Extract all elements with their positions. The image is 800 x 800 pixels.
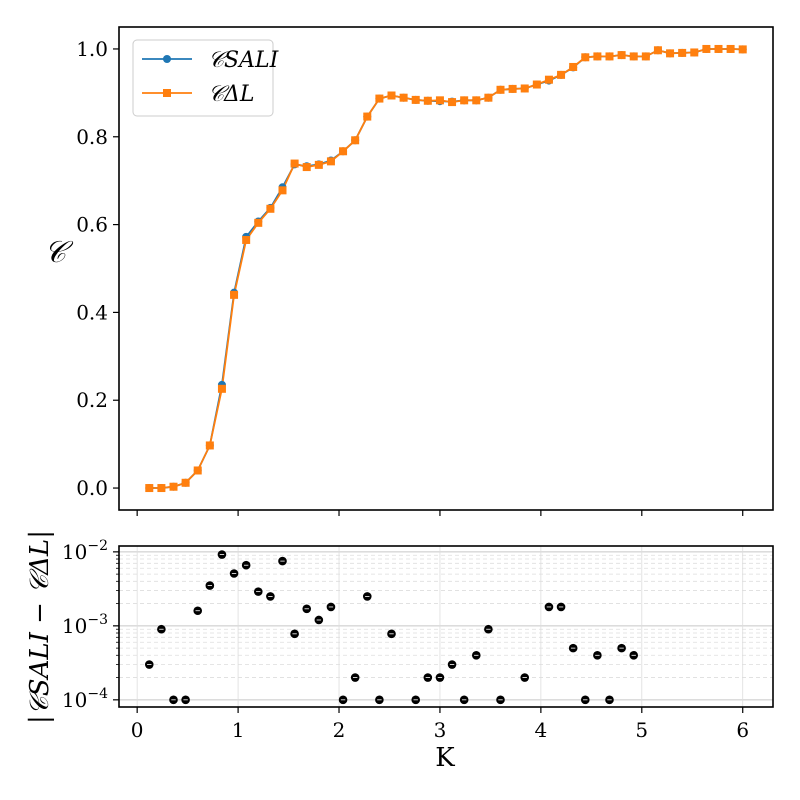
top-y-tick-label: 0.4 (76, 300, 108, 324)
bottom-panel: 10−4 10−3 10−2 0 1 2 3 4 5 6 K |𝒞SALI − 𝒞ΔL| (25, 530, 774, 773)
point-dl (193, 466, 202, 475)
bottom-y-tick-label: 10−3 (62, 612, 108, 638)
point-dl (544, 75, 553, 84)
point-dl (339, 147, 348, 156)
legend: 𝒞SALI 𝒞ΔL (132, 39, 280, 117)
point-dl (557, 70, 566, 79)
point-dl (181, 478, 190, 487)
point-dl (653, 46, 662, 55)
bottom-y-tick-label: 10−2 (62, 538, 108, 564)
point-dl (242, 235, 251, 244)
point-dl (169, 482, 178, 491)
top-y-tick-label: 0.0 (76, 476, 108, 500)
top-y-tick-label: 0.6 (76, 213, 108, 237)
point-dl (217, 384, 226, 393)
top-y-tick-label: 1.0 (76, 37, 108, 61)
bottom-x-tick-label: 1 (232, 718, 245, 742)
top-y-ticks: 0.0 0.2 0.4 0.6 0.8 1.0 (76, 37, 119, 500)
bottom-x-tick-label: 3 (434, 718, 447, 742)
point-dl (678, 48, 687, 57)
top-panel: 0.00.20.40.60.81.0 𝒞 𝒞SALI 𝒞ΔL (44, 26, 774, 516)
bottom-y-tick-label: 10−4 (62, 686, 108, 712)
point-dl (666, 49, 675, 58)
top-x-ticks (136, 510, 744, 516)
point-dl (448, 98, 457, 107)
bottom-grid (119, 546, 773, 707)
bottom-x-axis-label: K (435, 743, 455, 773)
point-dl (230, 290, 239, 299)
point-dl (278, 186, 287, 195)
bottom-x-tick-label: 2 (333, 718, 346, 742)
top-markers-layer (145, 44, 747, 493)
point-dl (205, 441, 214, 450)
point-dl (726, 44, 735, 53)
point-dl (423, 96, 432, 105)
bottom-x-tick-label: 5 (635, 718, 648, 742)
point-dl (641, 52, 650, 61)
point-dl (290, 159, 299, 168)
point-dl (460, 96, 469, 105)
top-y-tick-label: 0.2 (76, 388, 108, 412)
point-dl (496, 85, 505, 94)
point-dl (714, 44, 723, 53)
point-dl (593, 52, 602, 61)
point-dl (157, 484, 166, 493)
bottom-x-tick-label: 6 (736, 718, 749, 742)
point-dl (399, 93, 408, 102)
point-dl (351, 136, 360, 145)
point-dl (363, 112, 372, 121)
bottom-y-ticks: 10−4 10−3 10−2 (62, 538, 119, 712)
bottom-x-tick-label: 0 (131, 718, 144, 742)
point-dl (375, 94, 384, 103)
legend-label-sali: 𝒞SALI (208, 48, 280, 73)
bottom-x-tick-label: 4 (535, 718, 548, 742)
point-dl (738, 45, 747, 54)
point-dl (617, 51, 626, 60)
bottom-axes-frame (118, 545, 774, 708)
point-dl (326, 157, 335, 166)
point-dl (266, 204, 275, 213)
point-dl (411, 95, 420, 104)
point-dl (435, 96, 444, 105)
point-dl (569, 62, 578, 71)
top-axes-frame (118, 26, 774, 511)
point-dl (605, 52, 614, 61)
point-dl (581, 53, 590, 62)
legend-label-dl: 𝒞ΔL (208, 82, 255, 107)
point-dl (702, 44, 711, 53)
legend-marker-sali (163, 55, 171, 63)
point-dl (484, 93, 493, 102)
legend-marker-dl (163, 89, 171, 97)
bottom-points-layer (144, 550, 639, 705)
point-dl (472, 96, 481, 105)
point-dl (387, 91, 396, 100)
point-dl (629, 52, 638, 61)
point-dl (508, 84, 517, 93)
point-dl (690, 48, 699, 57)
point-dl (314, 160, 323, 169)
top-y-tick-label: 0.8 (76, 125, 108, 149)
point-dl (145, 484, 154, 493)
point-dl (532, 80, 541, 89)
point-dl (520, 84, 529, 93)
bottom-y-axis-label: |𝒞SALI − 𝒞ΔL| (25, 530, 55, 724)
point-dl (254, 218, 263, 227)
bottom-x-ticks: 0 1 2 3 4 5 6 (131, 707, 749, 742)
point-dl (302, 163, 311, 172)
